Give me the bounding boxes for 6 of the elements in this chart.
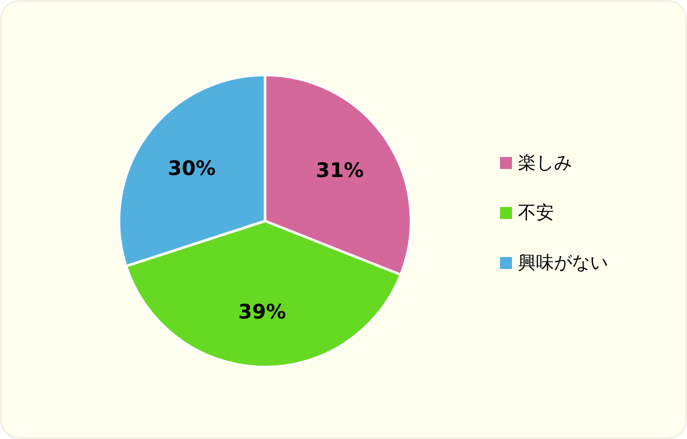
legend-label: 楽しみ: [518, 152, 572, 174]
legend-label: 興味がない: [518, 252, 608, 274]
data-label: 31%: [316, 158, 364, 182]
data-label: 30%: [168, 156, 216, 180]
legend-label: 不安: [518, 202, 554, 224]
data-label: 39%: [238, 299, 286, 324]
